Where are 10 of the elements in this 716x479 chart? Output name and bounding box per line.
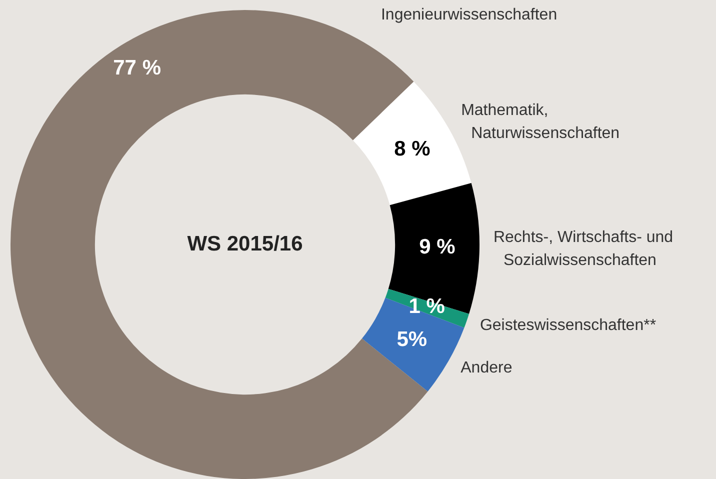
slice-label: Mathematik, Naturwissenschaften	[461, 102, 620, 142]
slice-label: Geisteswissenschaften**	[480, 316, 656, 334]
data-label: 5%	[396, 328, 428, 351]
data-label: 77 %	[113, 56, 162, 80]
data-label: 8 %	[394, 137, 431, 160]
data-label: 9 %	[419, 236, 456, 259]
slice-label: Rechts-, Wirtschafts- und Sozialwissenschaften	[493, 229, 674, 270]
slice-label: Andere	[460, 359, 512, 376]
slice-label: Ingenieurwissenschaften	[380, 6, 558, 24]
text: WS 2015/16	[187, 232, 303, 256]
